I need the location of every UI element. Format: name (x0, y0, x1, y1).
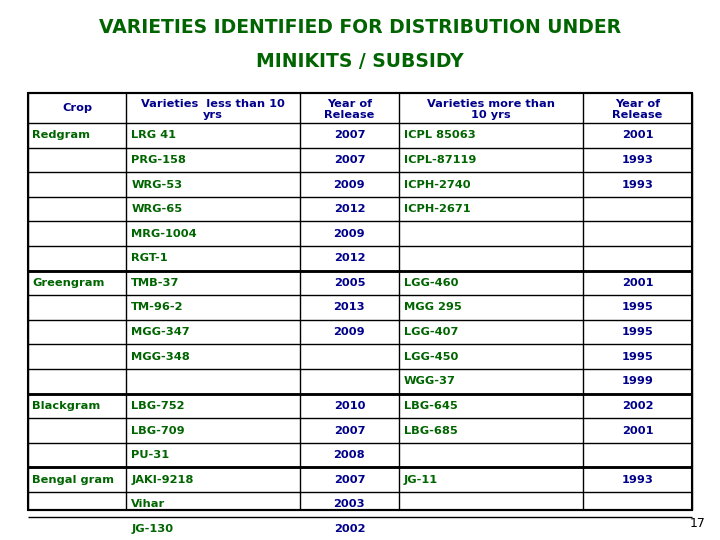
Text: Release: Release (613, 110, 662, 120)
Text: Year of: Year of (327, 99, 372, 109)
Text: LBG-752: LBG-752 (131, 401, 185, 411)
Text: 2007: 2007 (333, 155, 365, 165)
Text: 2012: 2012 (333, 204, 365, 214)
Text: 2005: 2005 (333, 278, 365, 288)
Text: LRG 41: LRG 41 (131, 130, 176, 140)
Text: WGG-37: WGG-37 (403, 376, 455, 386)
Text: yrs: yrs (203, 110, 223, 120)
Text: 2002: 2002 (622, 401, 653, 411)
Text: 2002: 2002 (333, 524, 365, 534)
Text: 2009: 2009 (333, 327, 365, 337)
Text: LBG-709: LBG-709 (131, 426, 185, 435)
Text: 2013: 2013 (333, 302, 365, 313)
Text: Blackgram: Blackgram (32, 401, 100, 411)
Text: 2009: 2009 (333, 229, 365, 239)
Bar (28, 93, 692, 510)
Text: MGG-348: MGG-348 (131, 352, 190, 362)
Text: 1995: 1995 (621, 352, 654, 362)
Text: 2012: 2012 (333, 253, 365, 264)
Text: 2001: 2001 (622, 278, 653, 288)
Text: 1993: 1993 (621, 475, 654, 485)
Text: 2010: 2010 (333, 401, 365, 411)
Text: 1993: 1993 (621, 179, 654, 190)
Text: LGG-450: LGG-450 (403, 352, 458, 362)
Text: VARIETIES IDENTIFIED FOR DISTRIBUTION UNDER: VARIETIES IDENTIFIED FOR DISTRIBUTION UN… (99, 18, 621, 37)
Text: JG-11: JG-11 (403, 475, 438, 485)
Text: LBG-645: LBG-645 (403, 401, 457, 411)
Text: 2001: 2001 (622, 130, 653, 140)
Text: Release: Release (324, 110, 374, 120)
Text: MRG-1004: MRG-1004 (131, 229, 197, 239)
Text: 10 yrs: 10 yrs (471, 110, 510, 120)
Text: JG-130: JG-130 (131, 524, 174, 534)
Text: 17: 17 (690, 517, 706, 530)
Text: PRG-158: PRG-158 (131, 155, 186, 165)
Text: Varieties  less than 10: Varieties less than 10 (141, 99, 285, 109)
Text: 2001: 2001 (622, 426, 653, 435)
Text: PU-31: PU-31 (131, 450, 169, 460)
Text: 1995: 1995 (621, 327, 654, 337)
Text: 2007: 2007 (333, 475, 365, 485)
Text: TM-96-2: TM-96-2 (131, 302, 184, 313)
Text: MGG-347: MGG-347 (131, 327, 190, 337)
Text: Crop: Crop (62, 103, 92, 113)
Text: 1993: 1993 (621, 155, 654, 165)
Text: MINIKITS / SUBSIDY: MINIKITS / SUBSIDY (256, 52, 464, 71)
Text: LBG-685: LBG-685 (403, 426, 457, 435)
Text: LGG-460: LGG-460 (403, 278, 458, 288)
Text: Varieties more than: Varieties more than (427, 99, 555, 109)
Text: Vihar: Vihar (131, 500, 166, 509)
Text: Year of: Year of (615, 99, 660, 109)
Text: TMB-37: TMB-37 (131, 278, 180, 288)
Text: LGG-407: LGG-407 (403, 327, 458, 337)
Text: WRG-53: WRG-53 (131, 179, 182, 190)
Text: 2003: 2003 (333, 500, 365, 509)
Text: 1995: 1995 (621, 302, 654, 313)
Text: WRG-65: WRG-65 (131, 204, 182, 214)
Text: 2009: 2009 (333, 179, 365, 190)
Text: ICPL 85063: ICPL 85063 (403, 130, 475, 140)
Text: ICPH-2740: ICPH-2740 (403, 179, 470, 190)
Text: Redgram: Redgram (32, 130, 90, 140)
Text: Bengal gram: Bengal gram (32, 475, 114, 485)
Text: 2007: 2007 (333, 426, 365, 435)
Text: ICPL-87119: ICPL-87119 (403, 155, 476, 165)
Text: Greengram: Greengram (32, 278, 104, 288)
Text: RGT-1: RGT-1 (131, 253, 168, 264)
Text: MGG 295: MGG 295 (403, 302, 462, 313)
Text: JAKI-9218: JAKI-9218 (131, 475, 194, 485)
Text: 2008: 2008 (333, 450, 365, 460)
Text: 1999: 1999 (621, 376, 654, 386)
Text: ICPH-2671: ICPH-2671 (403, 204, 470, 214)
Text: 2007: 2007 (333, 130, 365, 140)
